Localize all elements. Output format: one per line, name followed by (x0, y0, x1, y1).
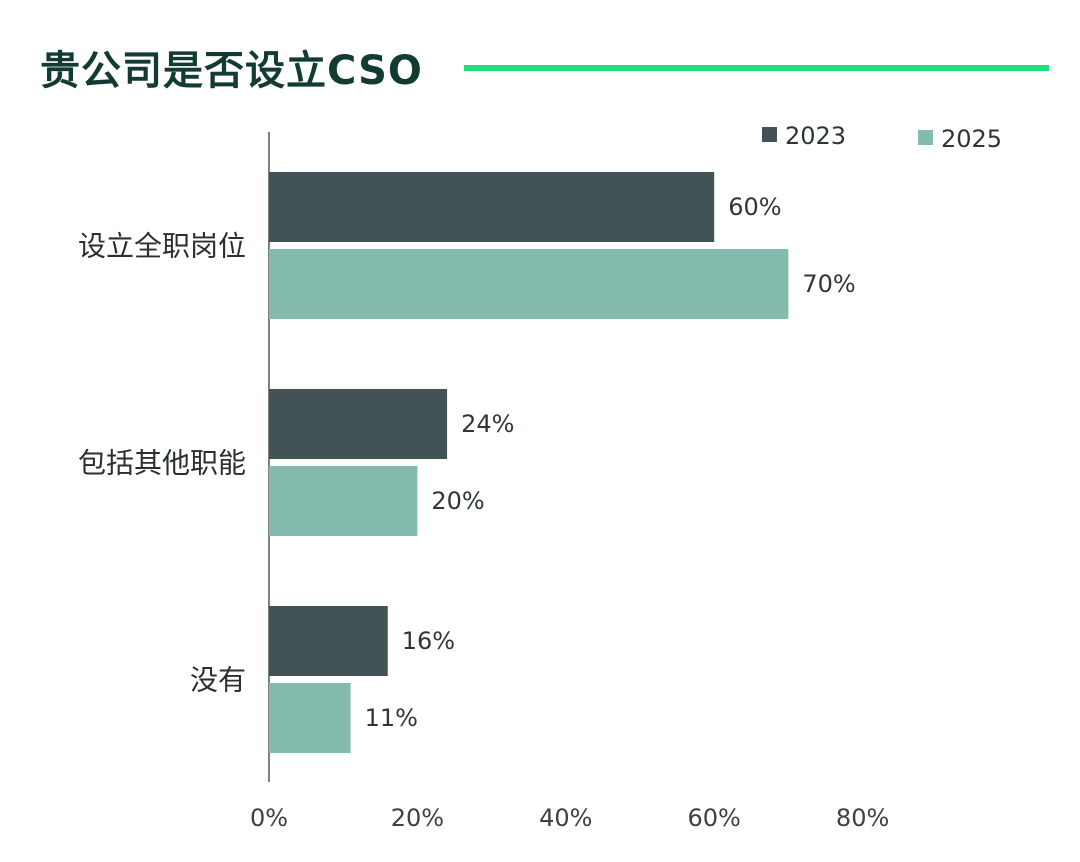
category-label: 包括其他职能 (78, 447, 246, 480)
category-label: 设立全职岗位 (78, 230, 246, 263)
bar-2025 (269, 249, 789, 319)
bar-2025 (269, 466, 418, 536)
bar-value-label: 70% (802, 270, 855, 298)
title-accent-rule (464, 65, 1049, 71)
bar-value-label: 11% (365, 704, 418, 732)
x-tick-label: 20% (391, 804, 444, 832)
legend-swatch-2025 (918, 130, 933, 145)
category-label: 没有 (190, 664, 246, 697)
x-tick-label: 40% (539, 804, 592, 832)
bar-2023 (269, 389, 448, 459)
chart-title: 贵公司是否设立CSO (40, 48, 423, 94)
legend-swatch-2023 (762, 127, 777, 142)
bar-value-label: 16% (402, 627, 455, 655)
bar-2025 (269, 683, 351, 753)
x-tick-label: 0% (250, 804, 288, 832)
bar-2023 (269, 606, 388, 676)
x-tick-label: 80% (836, 804, 889, 832)
bar-2023 (269, 172, 715, 242)
bar-value-label: 60% (728, 193, 781, 221)
legend-label: 2025 (941, 125, 1002, 153)
bar-value-label: 24% (461, 410, 514, 438)
x-tick-label: 60% (688, 804, 741, 832)
bar-value-label: 20% (431, 487, 484, 515)
legend-label: 2023 (785, 122, 846, 150)
